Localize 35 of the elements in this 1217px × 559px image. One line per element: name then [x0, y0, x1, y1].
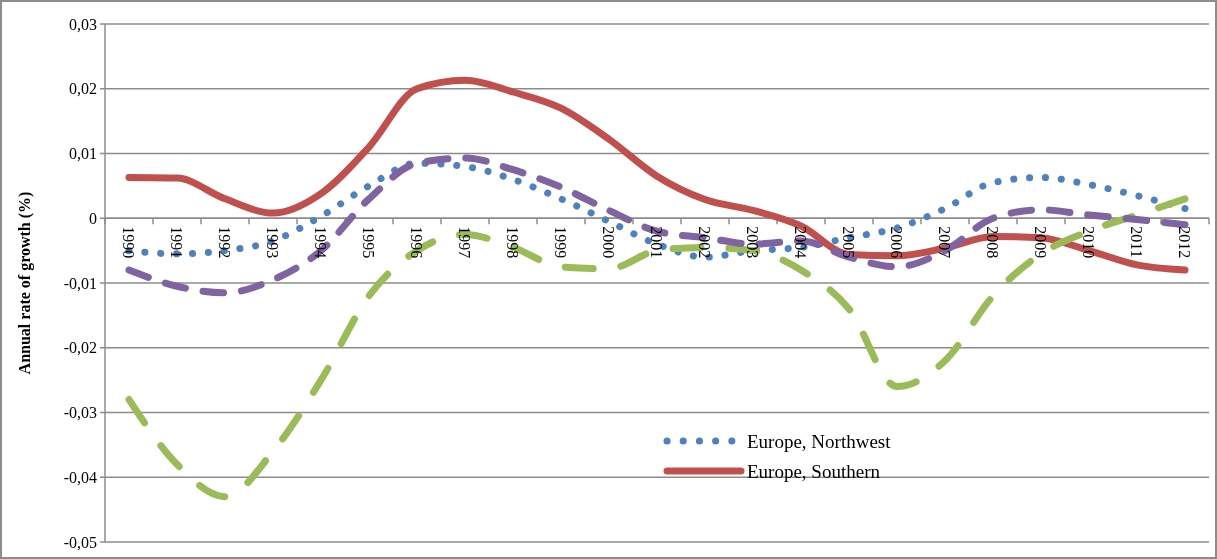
- y-tick-label: -0,05: [63, 533, 97, 551]
- y-tick-label: 0,02: [69, 80, 97, 98]
- x-tick-label: 1998: [504, 226, 522, 259]
- y-axis-title: Annual rate of growth (%): [16, 191, 34, 375]
- legend-label: Europe, Southern: [747, 460, 881, 482]
- x-tick-label: 1992: [216, 226, 234, 259]
- x-tick-label: 2000: [600, 226, 618, 259]
- x-tick-label: 2009: [1032, 226, 1050, 259]
- x-tick-label: 2003: [744, 226, 762, 259]
- y-tick-label: -0,01: [63, 274, 97, 292]
- x-tick-label: 2002: [696, 226, 714, 259]
- y-tick-label: -0,02: [63, 339, 97, 357]
- x-tick-label: 2005: [840, 226, 858, 259]
- x-tick-label: 1999: [552, 226, 570, 259]
- x-tick-label: 2008: [984, 226, 1002, 259]
- x-tick-label: 2006: [888, 226, 906, 259]
- x-tick-label: 1994: [312, 226, 330, 259]
- x-tick-label: 2011: [1128, 226, 1146, 258]
- x-tick-label: 2012: [1176, 226, 1194, 259]
- x-tick-label: 1996: [408, 226, 426, 259]
- y-tick-label: 0,03: [69, 15, 97, 33]
- y-tick-label: 0,01: [69, 145, 97, 163]
- x-tick-label: 2007: [936, 226, 954, 259]
- y-tick-label: 0: [89, 209, 97, 227]
- x-tick-label: 1995: [360, 226, 378, 259]
- x-tick-label: 1990: [120, 226, 138, 259]
- x-tick-label: 2010: [1080, 226, 1098, 259]
- x-tick-label: 2004: [792, 226, 810, 259]
- legend-label: Europe, Northwest: [747, 430, 892, 452]
- x-tick-label: 2001: [648, 226, 666, 259]
- y-tick-label: -0,03: [63, 404, 97, 422]
- y-tick-label: -0,04: [63, 468, 97, 486]
- x-tick-label: 1991: [168, 226, 186, 259]
- x-tick-label: 1993: [264, 226, 282, 259]
- x-tick-label: 1997: [456, 226, 474, 259]
